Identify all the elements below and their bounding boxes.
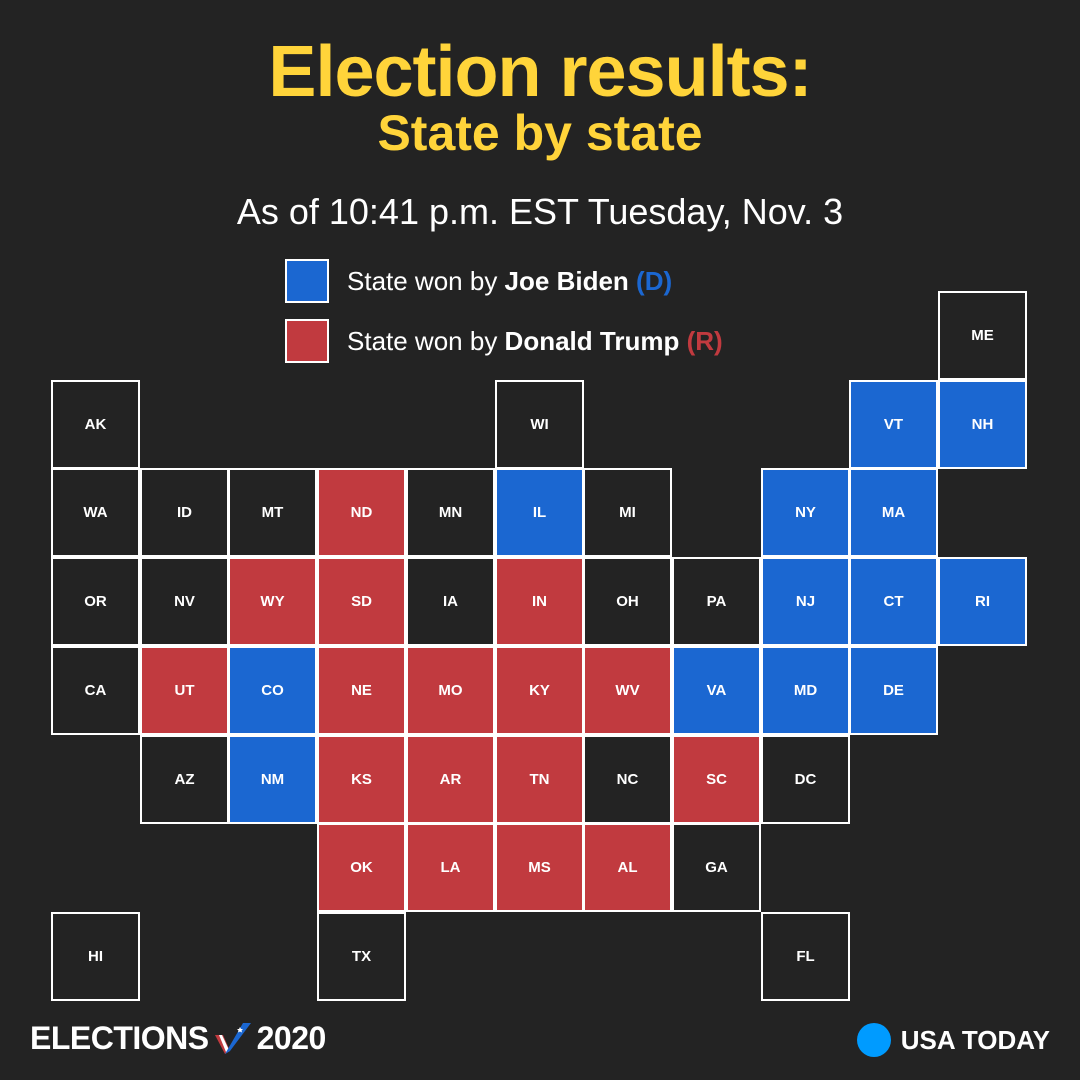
state-tile-az: AZ bbox=[140, 735, 229, 824]
state-tile-wy: WY bbox=[228, 557, 317, 646]
state-tile-mi: MI bbox=[583, 468, 672, 557]
state-tile-ca: CA bbox=[51, 646, 140, 735]
legend-swatch-dem bbox=[285, 259, 329, 303]
state-tile-or: OR bbox=[51, 557, 140, 646]
state-tile-il: IL bbox=[495, 468, 584, 557]
state-tile-nc: NC bbox=[583, 735, 672, 824]
state-tile-ny: NY bbox=[761, 468, 850, 557]
state-tile-sc: SC bbox=[672, 735, 761, 824]
page-title: Election results: bbox=[268, 32, 812, 112]
results-timestamp: As of 10:41 p.m. EST Tuesday, Nov. 3 bbox=[236, 191, 844, 232]
state-tile-fl: FL bbox=[761, 912, 850, 1001]
state-tile-la: LA bbox=[406, 823, 495, 912]
legend-item-trump: State won by Donald Trump (R) bbox=[285, 318, 723, 364]
legend-prefix-rep: State won by bbox=[347, 325, 505, 356]
state-tile-ky: KY bbox=[495, 646, 584, 735]
state-tile-ar: AR bbox=[406, 735, 495, 824]
state-tile-vt: VT bbox=[849, 380, 938, 469]
legend-item-biden: State won by Joe Biden (D) bbox=[285, 258, 672, 304]
page-subtitle: State by state bbox=[377, 105, 703, 161]
state-tile-oh: OH bbox=[583, 557, 672, 646]
state-tile-tn: TN bbox=[495, 735, 584, 824]
usa-today-dot-icon bbox=[856, 1023, 891, 1057]
state-tile-ga: GA bbox=[672, 823, 761, 912]
state-tile-pa: PA bbox=[672, 557, 761, 646]
state-tile-wv: WV bbox=[583, 646, 672, 735]
legend-prefix-dem: State won by bbox=[347, 265, 505, 296]
state-tile-ct: CT bbox=[849, 557, 938, 646]
state-tile-ok: OK bbox=[317, 823, 406, 912]
state-tile-ma: MA bbox=[849, 468, 938, 557]
state-tile-al: AL bbox=[583, 823, 672, 912]
state-tile-wa: WA bbox=[51, 468, 140, 557]
state-tile-ri: RI bbox=[938, 557, 1027, 646]
state-tile-ms: MS bbox=[495, 823, 584, 912]
elections-label: ELECTIONS bbox=[30, 1019, 209, 1056]
legend-label-rep: State won by Donald Trump (R) bbox=[347, 326, 723, 357]
legend-swatch-rep bbox=[285, 319, 329, 363]
state-tile-nj: NJ bbox=[761, 557, 850, 646]
state-tile-id: ID bbox=[140, 468, 229, 557]
state-tile-tx: TX bbox=[317, 912, 406, 1001]
state-tile-ks: KS bbox=[317, 735, 406, 824]
state-tile-nh: NH bbox=[938, 380, 1027, 469]
state-tile-wi: WI bbox=[495, 380, 584, 469]
legend-party-dem: (D) bbox=[636, 265, 673, 296]
legend-label-dem: State won by Joe Biden (D) bbox=[347, 266, 672, 297]
state-tile-mo: MO bbox=[406, 646, 495, 735]
state-tile-in: IN bbox=[495, 557, 584, 646]
state-tile-me: ME bbox=[938, 291, 1027, 380]
state-tile-md: MD bbox=[761, 646, 850, 735]
state-tile-ne: NE bbox=[317, 646, 406, 735]
state-tile-ut: UT bbox=[140, 646, 229, 735]
legend-candidate-rep: Donald Trump bbox=[504, 325, 680, 356]
state-tile-co: CO bbox=[228, 646, 317, 735]
state-tile-mn: MN bbox=[406, 468, 495, 557]
elections-2020-logo: ELECTIONS 2020 bbox=[30, 1016, 326, 1060]
state-tile-hi: HI bbox=[51, 912, 140, 1001]
state-tile-ak: AK bbox=[51, 380, 140, 469]
legend-party-rep: (R) bbox=[686, 325, 723, 356]
state-tile-nv: NV bbox=[140, 557, 229, 646]
checkmark-flag-icon bbox=[214, 1023, 251, 1054]
brand-label: USA TODAY bbox=[900, 1024, 1050, 1055]
legend-candidate-dem: Joe Biden bbox=[504, 265, 629, 296]
state-tile-mt: MT bbox=[228, 468, 317, 557]
usa-today-logo: USA TODAY bbox=[856, 1022, 1050, 1058]
state-tile-de: DE bbox=[849, 646, 938, 735]
year-label: 2020 bbox=[256, 1019, 327, 1056]
state-tile-dc: DC bbox=[761, 735, 850, 824]
state-tile-ia: IA bbox=[406, 557, 495, 646]
state-tile-sd: SD bbox=[317, 557, 406, 646]
state-tile-va: VA bbox=[672, 646, 761, 735]
state-tile-nd: ND bbox=[317, 468, 406, 557]
state-tile-nm: NM bbox=[228, 735, 317, 824]
